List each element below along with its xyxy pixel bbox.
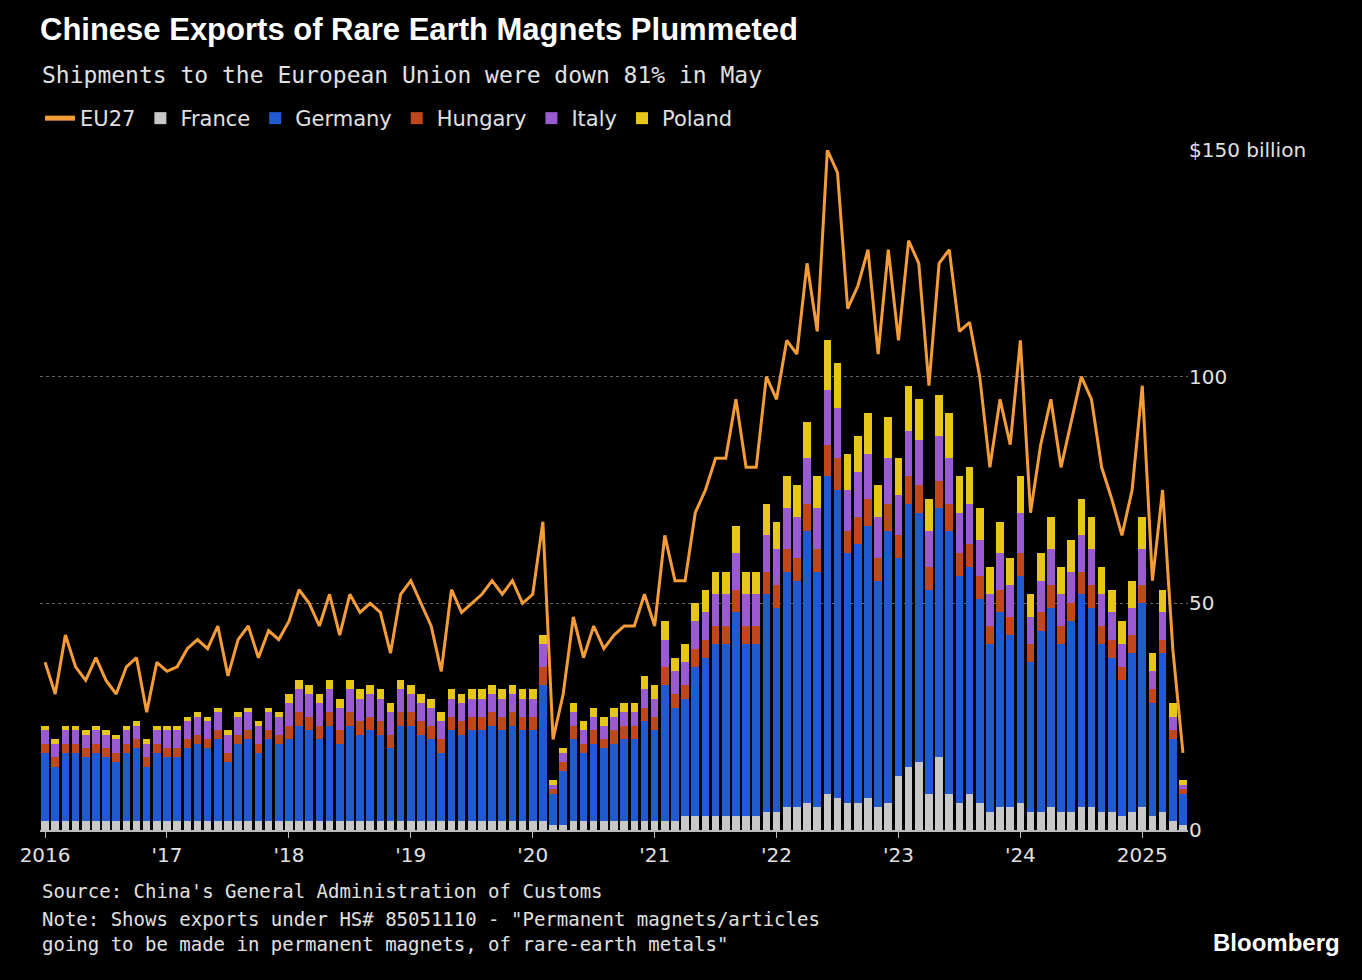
svg-text:Germany: Germany	[295, 107, 392, 131]
svg-text:Chinese Exports of Rare Earth: Chinese Exports of Rare Earth Magnets Pl…	[40, 12, 798, 47]
svg-text:'22: '22	[761, 843, 792, 867]
svg-text:2025: 2025	[1117, 843, 1168, 867]
svg-text:Hungary: Hungary	[437, 107, 527, 131]
svg-text:EU27: EU27	[80, 107, 135, 131]
svg-text:$150 billion: $150 billion	[1189, 138, 1306, 162]
svg-text:'23: '23	[883, 843, 914, 867]
svg-text:France: France	[180, 107, 250, 131]
svg-text:'17: '17	[152, 843, 183, 867]
svg-text:2016: 2016	[20, 843, 71, 867]
svg-text:Italy: Italy	[571, 107, 617, 131]
svg-text:50: 50	[1189, 591, 1214, 615]
svg-text:100: 100	[1189, 365, 1227, 389]
svg-text:Bloomberg: Bloomberg	[1213, 929, 1340, 956]
svg-text:'21: '21	[639, 843, 670, 867]
svg-text:'19: '19	[395, 843, 426, 867]
svg-text:Shipments to the European Unio: Shipments to the European Union were dow…	[42, 62, 762, 88]
svg-text:0: 0	[1189, 818, 1202, 842]
svg-text:Source: China's General Admini: Source: China's General Administration o…	[42, 880, 603, 902]
svg-text:Poland: Poland	[662, 107, 732, 131]
svg-text:'20: '20	[517, 843, 548, 867]
svg-text:'18: '18	[273, 843, 304, 867]
svg-text:'24: '24	[1005, 843, 1036, 867]
svg-text:Note: Shows exports under HS#: Note: Shows exports under HS# 85051110 -…	[42, 908, 820, 955]
